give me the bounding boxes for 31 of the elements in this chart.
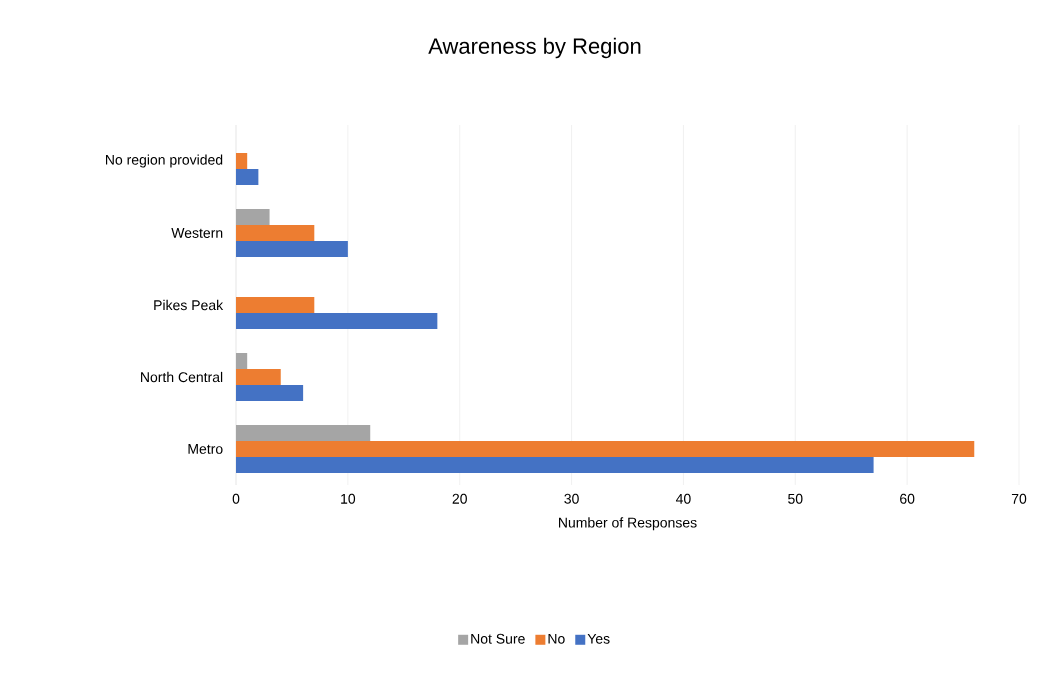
bar [236,424,371,441]
bar [236,208,270,225]
bar [236,352,248,369]
bar [236,440,975,457]
x-tick-label: 10 [341,493,356,504]
x-axis-title: Number of Responses [559,517,697,531]
bar [236,152,248,169]
bar [236,456,874,473]
x-tick-label: 40 [675,493,691,504]
bar [236,240,348,257]
x-tick-label: 0 [232,493,240,504]
y-tick-label: North Central [141,371,223,383]
legend-label: Not Sure [471,633,525,644]
legend-label: Yes [587,633,610,644]
bar [236,296,315,313]
x-tick-label: 60 [900,493,915,504]
x-tick-label: 20 [452,493,467,504]
x-tick-label: 70 [1011,493,1027,504]
bar [236,312,438,329]
bar [236,384,304,401]
chart-title: Awareness by Region [428,37,641,59]
bar [236,224,315,241]
x-tick-label: 50 [788,493,803,504]
y-tick-label: Western [171,228,223,238]
y-tick-label: Metro [188,444,223,454]
y-tick-label: Pikes Peak [154,299,224,311]
bar [236,368,281,385]
x-tick-label: 30 [564,493,579,504]
legend-label: No [548,633,565,644]
y-tick-label: No region provided [106,154,223,168]
bar [236,168,259,185]
